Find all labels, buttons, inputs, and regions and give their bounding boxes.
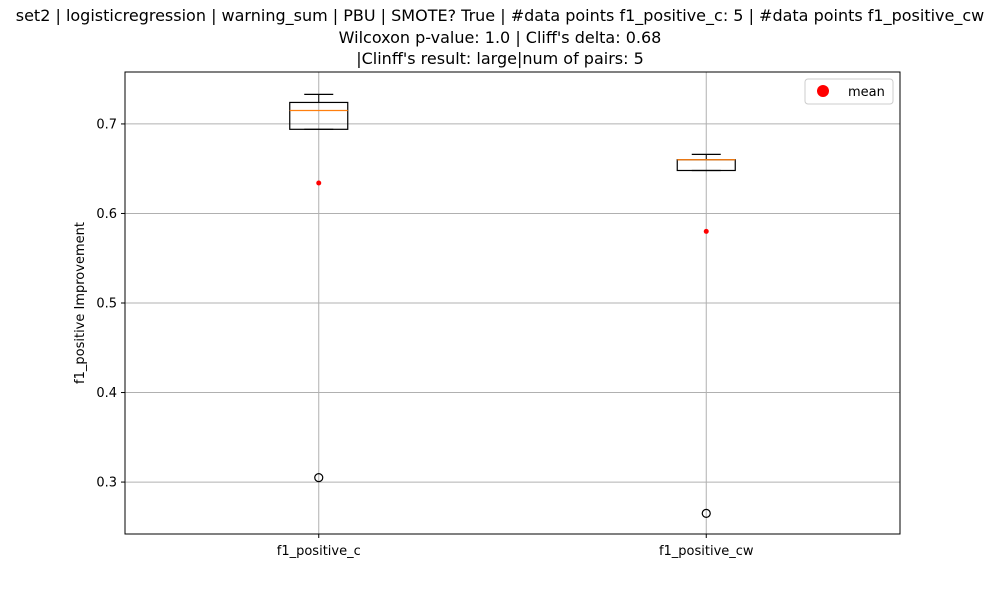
grid-layer	[125, 72, 900, 534]
y-tick-label: 0.6	[96, 207, 117, 222]
chart-title-line-3: |Clinff's result: large|num of pairs: 5	[356, 49, 644, 68]
legend: mean	[804, 78, 894, 105]
mean-point	[316, 180, 322, 186]
y-tick-label: 0.4	[96, 386, 117, 401]
y-tick-label: 0.7	[96, 117, 117, 132]
ticks-layer: 0.3 0.4 0.5 0.6 0.7 f1_positive_c f1_positive_…	[96, 117, 754, 559]
chart-title-line-2: Wilcoxon p-value: 1.0 | Cliff's delta: 0…	[338, 28, 662, 47]
legend-mean-label: mean	[848, 85, 885, 100]
marks-layer	[289, 93, 736, 519]
x-tick-label: f1_positive_c	[277, 544, 361, 559]
y-tick-label: 0.5	[96, 297, 117, 312]
chart-title-line-1: set2 | logisticregression | warning_sum …	[15, 6, 985, 25]
outlier-point	[701, 508, 711, 519]
outlier-point	[314, 472, 324, 483]
legend-mean-marker	[817, 85, 829, 97]
y-tick-label: 0.3	[96, 476, 117, 491]
mean-point	[703, 228, 709, 234]
legend-box	[804, 78, 894, 105]
box-body	[289, 101, 349, 130]
y-axis-label: f1_positive Improvement	[73, 222, 88, 384]
x-tick-label: f1_positive_cw	[659, 544, 754, 559]
